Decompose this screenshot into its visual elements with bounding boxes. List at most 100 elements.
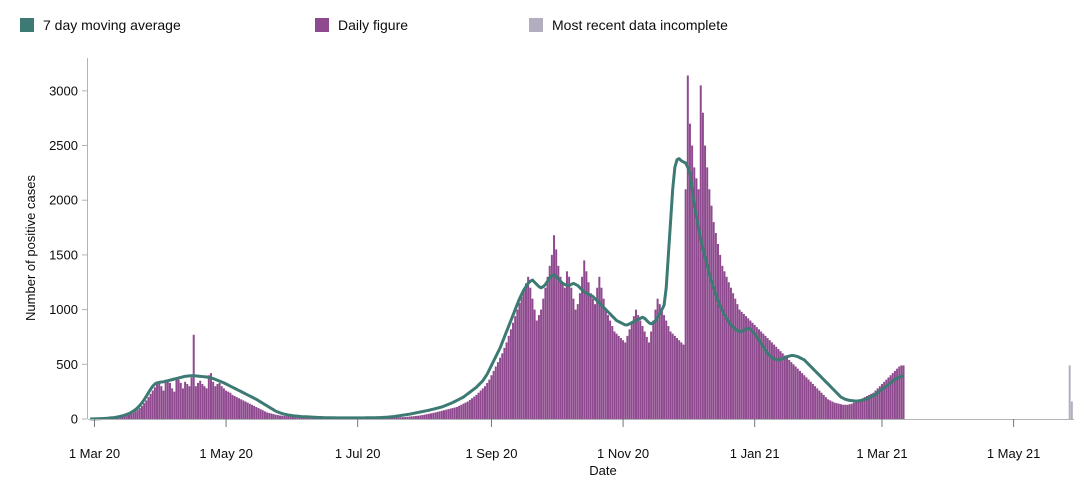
- daily-figure-bar: [641, 326, 644, 419]
- daily-figure-bar: [432, 412, 435, 419]
- daily-figure-bar: [164, 381, 167, 419]
- daily-figure-bar: [870, 393, 873, 419]
- daily-figure-bar: [613, 331, 616, 419]
- daily-figure-bar: [585, 271, 588, 419]
- daily-figure-bar: [822, 394, 825, 419]
- daily-figure-bar: [600, 287, 603, 419]
- daily-figure-bar: [678, 340, 681, 419]
- daily-figure-bar: [639, 320, 642, 419]
- daily-figure-bar: [257, 408, 260, 419]
- daily-figure-bar: [680, 342, 683, 419]
- daily-figure-bar: [184, 381, 187, 419]
- daily-figure-bar: [893, 370, 896, 419]
- daily-figure-bar: [671, 333, 674, 419]
- daily-figure-bar: [471, 398, 474, 419]
- daily-figure-bar: [190, 377, 193, 419]
- daily-figure-bar: [522, 289, 525, 419]
- daily-figure-bar: [665, 320, 668, 419]
- daily-figure-bar: [119, 417, 122, 419]
- daily-figure-bar: [173, 391, 176, 419]
- daily-figure-bar: [505, 342, 508, 419]
- daily-figure-bar: [811, 383, 814, 419]
- daily-figure-bar: [168, 382, 171, 419]
- daily-figure-bar: [578, 293, 581, 419]
- daily-figure-bar: [458, 405, 461, 419]
- daily-figure-bar: [790, 362, 793, 419]
- daily-figure-bar: [788, 359, 791, 419]
- daily-figure-bar: [729, 287, 732, 419]
- daily-figure-bar: [475, 394, 478, 419]
- daily-figure-bar: [749, 320, 752, 419]
- daily-figure-bar: [177, 379, 180, 419]
- daily-figure-bar: [481, 388, 484, 419]
- daily-figure-bar: [807, 379, 810, 419]
- daily-figure-bar: [509, 329, 512, 419]
- daily-figure-bar: [270, 413, 273, 419]
- daily-figure-bar: [783, 355, 786, 419]
- daily-figure-bar: [272, 414, 275, 419]
- daily-figure-bar: [885, 379, 888, 419]
- daily-figure-bar: [197, 382, 200, 419]
- daily-figure-bar: [568, 276, 571, 419]
- daily-figure-bar: [162, 390, 165, 419]
- daily-figure-bar: [548, 265, 551, 419]
- daily-figure-bar: [656, 298, 659, 419]
- daily-figure-bar: [697, 189, 700, 419]
- x-tick-label: 1 Mar 21: [856, 446, 907, 461]
- daily-figure-bar: [443, 410, 445, 419]
- daily-figure-bar: [468, 399, 471, 419]
- daily-figure-bar: [663, 315, 666, 419]
- daily-figure-bar: [455, 406, 458, 419]
- daily-figure-bar: [723, 271, 726, 419]
- daily-figure-bar: [734, 298, 737, 419]
- x-tick-label: 1 Sep 20: [465, 446, 517, 461]
- daily-figure-bar: [839, 404, 842, 419]
- daily-figure-bar: [814, 386, 817, 419]
- daily-figure-bar: [820, 392, 823, 419]
- chart-legend: 7 day moving average Daily figure Most r…: [20, 17, 1060, 39]
- daily-figure-bar: [397, 417, 400, 419]
- daily-figure-bar: [242, 400, 245, 419]
- daily-figure-bar: [880, 383, 883, 419]
- daily-figure-bar: [835, 403, 838, 419]
- x-axis-ticks: 1 Mar 20 1 May 20 1 Jul 20 1 Sep 20 1 Nov 20…: [69, 419, 1040, 461]
- daily-figure-bar: [606, 315, 609, 419]
- daily-figure-bar: [635, 309, 638, 419]
- daily-figure-bar: [253, 405, 256, 419]
- daily-figure-bar: [669, 331, 672, 419]
- daily-figure-bar: [868, 394, 871, 419]
- daily-figure-bar: [686, 75, 689, 419]
- daily-figure-bar: [574, 309, 577, 419]
- daily-figure-bar: [507, 335, 510, 419]
- daily-figure-bar: [809, 381, 812, 419]
- daily-figure-bar: [414, 415, 417, 419]
- daily-figure-bar: [710, 205, 713, 419]
- daily-figure-bar: [768, 340, 771, 419]
- daily-figure-bar: [199, 380, 202, 419]
- legend-item-incomplete: Most recent data incomplete: [529, 17, 728, 33]
- daily-figure-bar: [276, 415, 279, 419]
- daily-figure-bar: [827, 399, 830, 419]
- daily-figure-bar: [125, 415, 128, 419]
- x-axis-title: Date: [589, 463, 616, 478]
- daily-figure-bar: [128, 414, 130, 419]
- daily-figure-bar: [250, 404, 253, 419]
- daily-figure-bar: [132, 412, 135, 419]
- daily-figure-bar: [300, 417, 303, 419]
- daily-figure-bar: [622, 340, 625, 419]
- y-tick-label: 500: [56, 357, 78, 372]
- daily-figure-bar: [296, 417, 299, 419]
- daily-figure-bar: [773, 344, 776, 419]
- daily-figure-bar: [231, 394, 234, 419]
- daily-figure-bar: [218, 382, 221, 419]
- daily-figure-bar: [283, 415, 286, 419]
- daily-figure-bar: [240, 399, 243, 419]
- daily-figure-bar: [268, 412, 271, 419]
- daily-figure-bar: [138, 408, 141, 419]
- daily-figure-bar: [181, 388, 184, 419]
- daily-figure-bar: [587, 282, 590, 419]
- daily-figure-bar: [850, 403, 853, 419]
- y-tick-label: 3000: [49, 83, 78, 98]
- daily-figure-bar: [848, 404, 851, 419]
